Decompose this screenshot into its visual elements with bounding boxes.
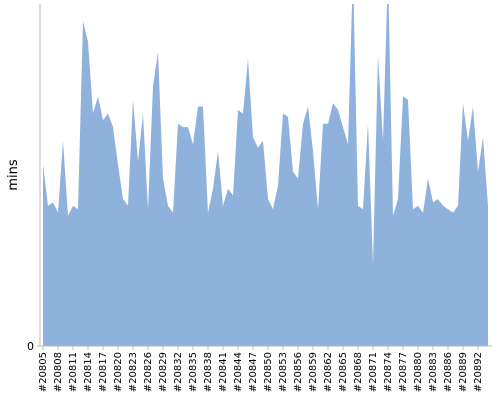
x-tick-label: #20808 bbox=[53, 352, 64, 392]
x-tick-label: #20853 bbox=[278, 352, 289, 392]
x-tick-label: #20829 bbox=[158, 352, 169, 392]
x-tick-label: #20814 bbox=[83, 352, 94, 392]
y-axis-label: mins bbox=[6, 159, 21, 191]
x-tick-label: #20868 bbox=[353, 352, 364, 392]
x-tick-label: #20811 bbox=[68, 352, 79, 392]
x-tick-label: #20805 bbox=[38, 352, 49, 392]
x-tick-label: #20826 bbox=[143, 352, 154, 392]
y-tick-label: 0 bbox=[27, 340, 34, 353]
x-tick-label: #20817 bbox=[98, 352, 109, 392]
x-tick-label: #20850 bbox=[263, 352, 274, 392]
x-tick-label: #20874 bbox=[383, 352, 394, 392]
x-tick-label: #20835 bbox=[188, 352, 199, 392]
x-tick-label: #20871 bbox=[368, 352, 379, 392]
x-tick-label: #20859 bbox=[308, 352, 319, 392]
x-tick-label: #20841 bbox=[218, 352, 229, 392]
x-tick-label: #20856 bbox=[293, 352, 304, 392]
x-tick-label: #20844 bbox=[233, 352, 244, 392]
x-tick-label: #20883 bbox=[428, 352, 439, 392]
area bbox=[43, 4, 488, 346]
x-tick-label: #20865 bbox=[338, 352, 349, 392]
x-tick-label: #20889 bbox=[458, 352, 469, 392]
x-tick-label: #20862 bbox=[323, 352, 334, 392]
x-tick-label: #20880 bbox=[413, 352, 424, 392]
x-tick-label: #20838 bbox=[203, 352, 214, 392]
x-tick-label: #20820 bbox=[113, 352, 124, 392]
x-tick-label: #20823 bbox=[128, 352, 139, 392]
x-tick-label: #20886 bbox=[443, 352, 454, 392]
x-tick-label: #20892 bbox=[473, 352, 484, 392]
x-tick-label: #20877 bbox=[398, 352, 409, 392]
x-tick-label: #20832 bbox=[173, 352, 184, 392]
x-tick-label: #20847 bbox=[248, 352, 259, 392]
